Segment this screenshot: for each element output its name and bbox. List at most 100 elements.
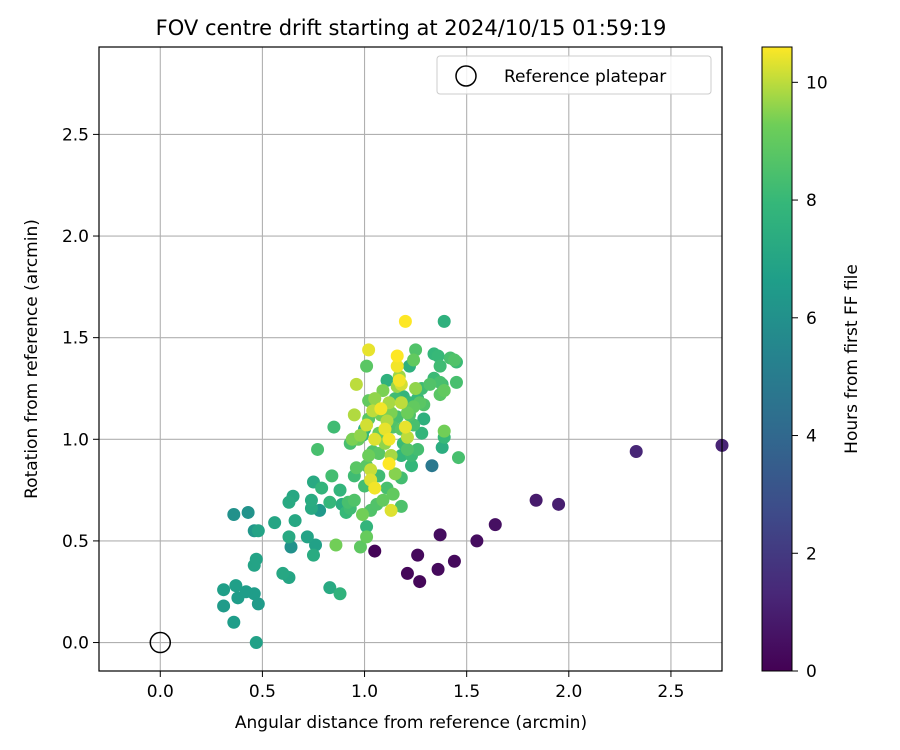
scatter-point <box>411 442 425 456</box>
scatter-point <box>433 359 447 373</box>
scatter-point <box>425 459 439 473</box>
scatter-point <box>360 520 374 534</box>
x-axis-ticks: 0.0 0.5 1.0 1.5 2.0 2.5 <box>147 671 684 702</box>
scatter-point <box>353 540 367 554</box>
legend-box <box>436 55 712 95</box>
scatter-point <box>400 406 414 420</box>
scatter-point <box>390 349 404 363</box>
colorbar-label: Hours from first FF file <box>842 264 862 454</box>
y-tick-label: 0.0 <box>62 634 89 654</box>
scatter-point <box>239 585 253 599</box>
scatter-point <box>333 483 347 497</box>
scatter-point <box>249 636 263 650</box>
colorbar-tick-label: 4 <box>806 427 817 447</box>
scatter-point <box>384 503 398 517</box>
y-axis-ticks: 0.0 0.5 1.0 1.5 2.0 2.5 <box>62 125 99 654</box>
scatter-point <box>284 540 298 554</box>
x-axis-label: Angular distance from reference (arcmin) <box>235 713 587 733</box>
scatter-point <box>398 314 412 328</box>
scatter-point <box>268 516 282 530</box>
scatter-point <box>376 384 390 398</box>
scatter-point <box>392 373 406 387</box>
scatter-point <box>380 373 394 387</box>
y-tick-label: 1.5 <box>62 329 89 349</box>
scatter-point <box>368 544 382 558</box>
scatter-point <box>353 428 367 442</box>
scatter-point <box>282 530 296 544</box>
y-axis-label: Rotation from reference (arcmin) <box>22 219 42 499</box>
scatter-point <box>360 359 374 373</box>
scatter-point <box>433 528 447 542</box>
scatter-point <box>372 447 386 461</box>
scatter-point <box>315 481 329 495</box>
scatter-point <box>349 377 363 391</box>
x-tick-label: 1.5 <box>453 682 480 702</box>
scatter-point <box>629 444 643 458</box>
scatter-point <box>364 463 378 477</box>
scatter-point <box>470 534 484 548</box>
scatter-point <box>437 424 451 438</box>
scatter-point <box>400 430 414 444</box>
x-tick-label: 2.0 <box>555 682 582 702</box>
scatter-point <box>360 530 374 544</box>
scatter-point <box>437 314 451 328</box>
y-tick-label: 2.5 <box>62 125 89 145</box>
scatter-point <box>409 381 423 395</box>
scatter-point <box>449 375 463 389</box>
scatter-point <box>423 377 437 391</box>
scatter-point <box>355 507 369 521</box>
x-tick-label: 2.5 <box>657 682 684 702</box>
scatter-point <box>349 461 363 475</box>
x-tick-label: 0.0 <box>147 682 174 702</box>
scatter-point <box>311 442 325 456</box>
scatter-point <box>417 412 431 426</box>
scatter-point <box>282 495 296 509</box>
scatter-point <box>529 493 543 507</box>
scatter-point <box>323 495 337 509</box>
scatter-point <box>323 581 337 595</box>
scatter-point <box>300 530 314 544</box>
scatter-point <box>251 524 265 538</box>
y-tick-label: 2.0 <box>62 227 89 247</box>
scatter-point <box>447 353 461 367</box>
scatter-point <box>378 422 392 436</box>
scatter-point <box>276 566 290 580</box>
scatter-point <box>390 359 404 373</box>
colorbar-tick-label: 8 <box>806 191 817 211</box>
reference-platepar-marker <box>149 631 172 654</box>
colorbar-tick-label: 6 <box>806 309 817 329</box>
scatter-point <box>229 579 243 593</box>
scatter-point <box>362 449 376 463</box>
legend-marker-reference <box>455 65 477 87</box>
scatter-point <box>435 440 449 454</box>
scatter-point <box>306 548 320 562</box>
scatter-point <box>411 548 425 562</box>
colorbar-tick-label: 0 <box>806 662 817 682</box>
scatter-point <box>394 396 408 410</box>
scatter-point <box>431 349 445 363</box>
scatter-point <box>452 451 466 465</box>
scatter-point <box>415 426 429 440</box>
x-tick-label: 0.5 <box>249 682 276 702</box>
scatter-point <box>362 343 376 357</box>
scatter-point <box>400 442 414 456</box>
scatter-point <box>431 562 445 576</box>
colorbar-ticks: 0 2 4 6 8 10 <box>792 73 828 682</box>
scatter-point <box>217 583 231 597</box>
scatter-point <box>329 538 343 552</box>
scatter-point <box>437 384 451 398</box>
scatter-point <box>249 552 263 566</box>
chart-title: FOV centre drift starting at 2024/10/15 … <box>156 16 667 40</box>
scatter-point <box>382 432 396 446</box>
scatter-point <box>325 469 339 483</box>
scatter-point <box>368 432 382 446</box>
scatter-point <box>374 402 388 416</box>
scatter-point <box>227 615 241 629</box>
legend-label-reference: Reference platepar <box>504 67 666 87</box>
scatter-point <box>388 467 402 481</box>
plot-area-frame <box>98 46 723 672</box>
scatter-point <box>251 597 265 611</box>
scatter-point <box>368 392 382 406</box>
